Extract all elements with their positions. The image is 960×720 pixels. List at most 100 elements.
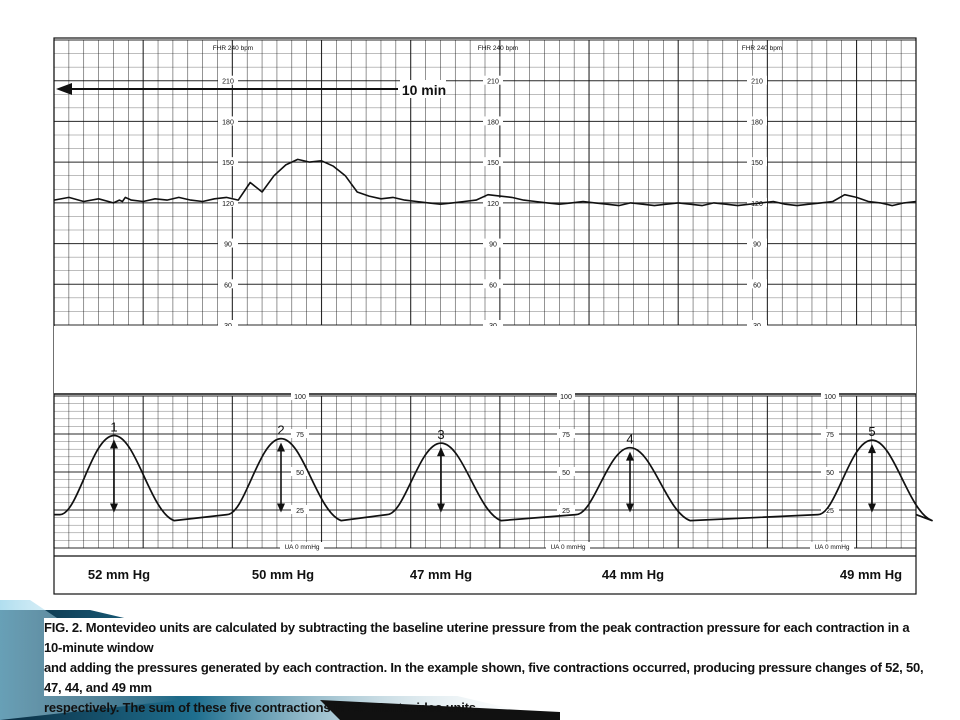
contraction-pressure-label: 47 mm Hg — [410, 567, 472, 582]
fhr-tick-label: 150 — [222, 160, 234, 167]
fhr-tick-bg — [218, 238, 238, 248]
ua-unit-bg — [810, 542, 854, 551]
pressure-arrow-down-head — [868, 503, 876, 513]
ua-tick-bg — [821, 391, 839, 400]
corner-swoosh-black — [320, 700, 560, 720]
ua-tick-label: 25 — [296, 508, 304, 515]
fhr-tick-bg — [747, 197, 767, 207]
fhr-tick-label: 180 — [487, 119, 499, 126]
figure-label: FIG. 2. — [44, 620, 83, 635]
panel-separator — [54, 326, 916, 394]
fhr-tick-bg — [747, 238, 767, 248]
fhr-tick-label: 150 — [487, 160, 499, 167]
ua-tick-bg — [821, 429, 839, 438]
fhr-tick-label: 180 — [751, 119, 763, 126]
ua-unit-label: UA 0 mmHg — [550, 544, 585, 551]
pressure-arrow-up-head — [626, 451, 634, 461]
fhr-scale-title: FHR 240 bpm — [478, 45, 518, 52]
pressure-arrow-up-head — [110, 439, 118, 449]
fhr-tick-bg — [218, 320, 238, 329]
fhr-tick-bg — [218, 116, 238, 126]
fhr-scale-title: FHR 240 bpm — [213, 45, 253, 52]
figure-caption: FIG. 2. Montevideo units are calculated … — [44, 618, 924, 715]
ua-tick-bg — [291, 391, 309, 400]
fhr-tick-bg — [483, 320, 503, 329]
pressure-arrow-up-head — [868, 444, 876, 454]
ua-tick-bg — [821, 505, 839, 514]
pressure-arrow-up-head — [437, 447, 445, 457]
fhr-tick-label: 120 — [222, 201, 234, 208]
ua-tick-bg — [557, 467, 575, 476]
ua-tick-label: 75 — [826, 432, 834, 439]
fhr-tick-label: 210 — [222, 79, 234, 86]
fhr-tick-bg — [747, 157, 767, 167]
fhr-tick-label: 180 — [222, 119, 234, 126]
ten-minute-label-bg — [400, 80, 446, 98]
ua-unit-bg — [546, 542, 590, 551]
pressure-arrow-down-head — [437, 503, 445, 513]
ua-tick-bg — [821, 467, 839, 476]
fhr-tick-bg — [218, 197, 238, 207]
fhr-tick-bg — [483, 157, 503, 167]
ua-tick-bg — [557, 391, 575, 400]
fhr-trace — [53, 158, 917, 207]
contraction-number: 2 — [277, 423, 284, 438]
ua-unit-label: UA 0 mmHg — [814, 544, 849, 551]
ua-tick-label: 75 — [296, 432, 304, 439]
uterine-pressure-trace — [54, 434, 933, 522]
fhr-tick-label: 60 — [489, 282, 497, 289]
pressure-arrow-down-head — [626, 503, 634, 513]
ua-tick-label: 50 — [296, 470, 304, 477]
caption-line-3: respectively. The sum of these five cont… — [44, 700, 480, 715]
ua-tick-bg — [557, 429, 575, 438]
ua-tick-bg — [557, 505, 575, 514]
caption-text-1: Montevideo units are calculated by subtr… — [44, 620, 910, 655]
contraction-number: 4 — [626, 432, 633, 447]
ua-tick-label: 100 — [294, 394, 306, 401]
fhr-tick-label: 210 — [751, 79, 763, 86]
ua-tick-bg — [291, 429, 309, 438]
caption-line-1: FIG. 2. Montevideo units are calculated … — [44, 618, 924, 658]
contraction-pressure-label: 49 mm Hg — [840, 567, 902, 582]
fhr-tick-bg — [747, 75, 767, 85]
fhr-tick-label: 120 — [751, 201, 763, 208]
fhr-tick-bg — [218, 75, 238, 85]
fhr-tick-label: 90 — [489, 242, 497, 249]
pressure-arrow-down-head — [110, 503, 118, 513]
fhr-tick-label: 90 — [753, 242, 761, 249]
ua-tick-label: 75 — [562, 432, 570, 439]
fhr-tick-label: 60 — [224, 282, 232, 289]
ten-minute-label: 10 min — [402, 82, 446, 98]
ua-tick-bg — [291, 467, 309, 476]
fhr-tick-label: 60 — [753, 282, 761, 289]
ua-tick-label: 100 — [824, 394, 836, 401]
fhr-tick-bg — [747, 116, 767, 126]
fhr-tick-bg — [483, 116, 503, 126]
ua-unit-bg — [280, 542, 324, 551]
pressure-arrow-up-head — [277, 442, 285, 452]
fhr-scale-title: FHR 240 bpm — [742, 45, 782, 52]
fhr-tick-bg — [747, 320, 767, 329]
fhr-tick-bg — [483, 279, 503, 289]
fhr-tick-bg — [483, 238, 503, 248]
contraction-number: 1 — [110, 420, 117, 435]
fhr-tick-label: 90 — [224, 242, 232, 249]
ua-tick-label: 25 — [562, 508, 570, 515]
ten-minute-arrow-head — [56, 83, 72, 95]
caption-line-2: and adding the pressures generated by ea… — [44, 660, 924, 695]
fhr-tick-label: 210 — [487, 79, 499, 86]
contraction-number: 5 — [868, 424, 875, 439]
ua-tick-label: 50 — [562, 470, 570, 477]
ua-tick-label: 25 — [826, 508, 834, 515]
ua-tick-label: 100 — [560, 394, 572, 401]
ua-tick-bg — [291, 505, 309, 514]
fhr-tick-bg — [483, 75, 503, 85]
contraction-number: 3 — [437, 427, 444, 442]
contraction-pressure-label: 50 mm Hg — [252, 567, 314, 582]
fhr-tick-bg — [218, 279, 238, 289]
contraction-pressure-label: 52 mm Hg — [88, 567, 150, 582]
ua-tick-label: 50 — [826, 470, 834, 477]
contraction-pressure-label: 44 mm Hg — [602, 567, 664, 582]
fhr-tick-bg — [218, 157, 238, 167]
fhr-tick-bg — [747, 279, 767, 289]
